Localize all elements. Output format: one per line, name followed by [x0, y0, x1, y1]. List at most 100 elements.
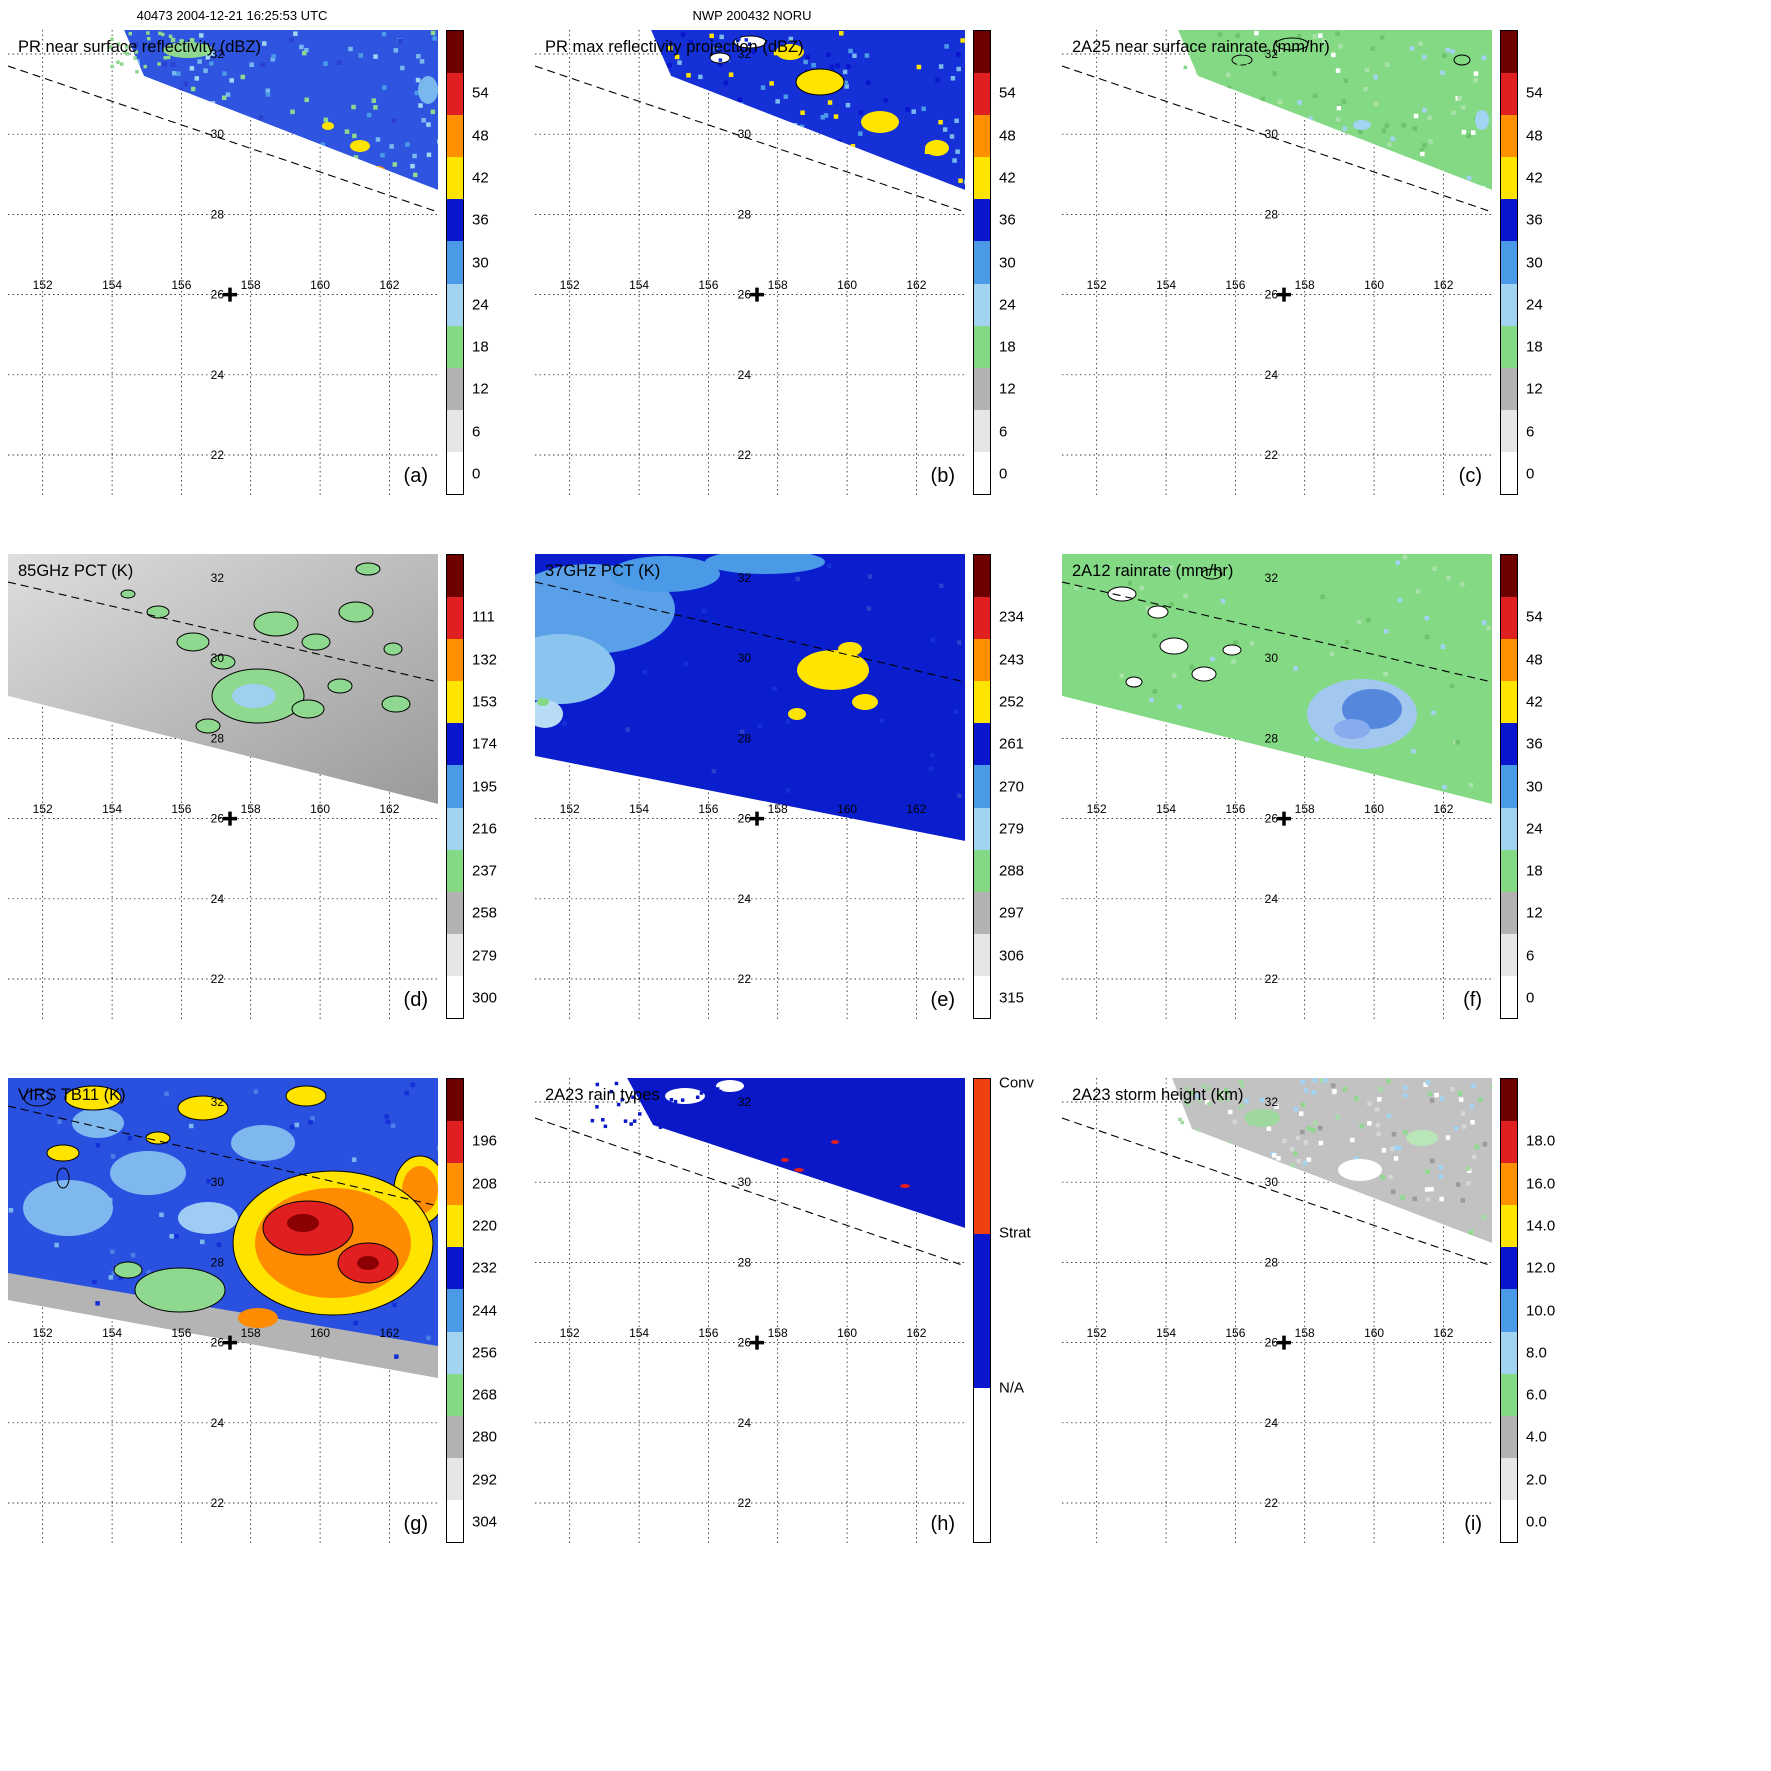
- colorbar-segment: [447, 283, 463, 326]
- scattered-pixels: [590, 1081, 745, 1129]
- panel-title: 2A12 rainrate (mm/hr): [1072, 562, 1233, 580]
- panel-letter: (c): [1459, 465, 1482, 487]
- colorbar-segment: [1501, 1247, 1517, 1290]
- lat-tick-label: 28: [738, 207, 752, 221]
- colorbar-segment: [1501, 1163, 1517, 1206]
- colorbar-tick-label: 288: [999, 862, 1025, 880]
- panel-letter: (g): [404, 1513, 428, 1535]
- colorbar-tick-label: 30: [999, 254, 1016, 271]
- colorbar-tick-label: 232: [472, 1259, 498, 1277]
- colorbar-tick-label: 8.0: [1526, 1344, 1547, 1362]
- lon-tick-label: 158: [768, 1326, 788, 1340]
- storm-center-marker: [1277, 287, 1291, 302]
- data-swath: [651, 30, 965, 190]
- lat-tick-label: 26: [738, 288, 752, 302]
- lat-tick-label: 26: [211, 812, 225, 826]
- scattered-pixels: [1178, 1079, 1252, 1126]
- colorbar-segment: [974, 891, 990, 934]
- colorbar-segment: [974, 157, 990, 200]
- colorbar-tick-label: 4.0: [1526, 1428, 1547, 1446]
- colorbar-tick-label: 6: [1526, 947, 1535, 965]
- colorbar: 54 48 42 36 30 24 18 12 6 0: [973, 30, 1061, 495]
- lon-tick-label: 162: [1433, 278, 1453, 292]
- lon-tick-label: 162: [1433, 802, 1453, 816]
- colorbar: 54 48 42 36 30 24 18 12 6 0: [1500, 30, 1588, 495]
- colorbar-tick-label: 268: [472, 1386, 498, 1404]
- colorbar-tick-label: 30: [1526, 778, 1543, 795]
- colorbar-segment: [974, 115, 990, 158]
- colorbar-tick-label: 24: [1526, 296, 1543, 314]
- colorbar: 234 243 252 261 270 279 288 297 306 315: [973, 554, 1061, 1019]
- colorbar-tick-label: 270: [999, 778, 1025, 795]
- panel-title: 37GHz PCT (K): [545, 562, 660, 580]
- lon-tick-label: 154: [629, 278, 649, 292]
- colorbar-tick-label: 261: [999, 735, 1025, 753]
- colorbar-tick-label: 196: [472, 1132, 498, 1150]
- lon-tick-label: 152: [33, 1326, 53, 1340]
- panel-title: 85GHz PCT (K): [18, 562, 133, 580]
- colorbar-segment: [447, 891, 463, 934]
- colorbar-segment: [1501, 765, 1517, 808]
- panel-a: 152 154 156 158 160 162 32 30 28 26 24 22 PR near su…: [8, 30, 535, 557]
- colorbar-segment: [1501, 409, 1517, 452]
- lat-tick-label: 24: [738, 892, 752, 906]
- lon-tick-label: 152: [560, 278, 580, 292]
- colorbar-tick-label: 16.0: [1526, 1175, 1556, 1193]
- lat-tick-label: 24: [1265, 892, 1279, 906]
- colorbar-segment: [1501, 115, 1517, 158]
- lat-tick-label: 28: [211, 1255, 225, 1269]
- colorbar-tick-label: 42: [472, 169, 489, 187]
- map-plot: 152 154 156 158 160 162 32 30 28 26 24 22 2A25 near …: [1062, 30, 1492, 495]
- colorbar-tick-label: 36: [1526, 211, 1543, 229]
- lon-tick-label: 154: [102, 802, 122, 816]
- panel-h: 152 154 156 158 160 162 32 30 28 26 24 22 2A23 rain …: [535, 1074, 1062, 1605]
- lon-tick-label: 158: [768, 802, 788, 816]
- colorbar-tick-label: 208: [472, 1175, 498, 1193]
- lon-tick-label: 162: [1433, 1326, 1453, 1340]
- colorbar-tick-label: 258: [472, 904, 498, 922]
- colorbar-tick-label: 0.0: [1526, 1513, 1547, 1531]
- colorbar-segment: [974, 199, 990, 242]
- colorbar-segment: [1501, 199, 1517, 242]
- colorbar-tick-label: 18: [472, 338, 489, 356]
- panel-title: 2A23 rain types: [545, 1086, 660, 1104]
- lon-tick-label: 160: [837, 802, 857, 816]
- lon-tick-label: 156: [1225, 802, 1245, 816]
- colorbar: 111 132 153 174 195 216 237 258 279 300: [446, 554, 534, 1019]
- colorbar-tick-label: 42: [1526, 693, 1543, 711]
- lon-tick-label: 158: [1295, 278, 1315, 292]
- lon-tick-label: 158: [768, 278, 788, 292]
- lon-tick-label: 156: [1225, 278, 1245, 292]
- colorbar-segment: [974, 73, 990, 116]
- data-swath: [8, 1078, 438, 1378]
- lat-tick-label: 28: [738, 1255, 752, 1269]
- colorbar-tick-label: 48: [999, 127, 1016, 145]
- lat-tick-label: 32: [1265, 47, 1279, 61]
- colorbar-segment: [447, 241, 463, 284]
- swath-edge-line: [535, 581, 965, 683]
- lat-tick-label: 26: [211, 288, 225, 302]
- map-plot: 152 154 156 158 160 162 32 30 28 26 24 22 VIRS TB11 …: [8, 1078, 438, 1543]
- lat-tick-label: 26: [211, 1336, 225, 1350]
- panel-letter: (h): [931, 1513, 955, 1535]
- panel-title: VIRS TB11 (K): [18, 1086, 126, 1104]
- colorbar-segment: [1501, 933, 1517, 976]
- lon-tick-label: 152: [1087, 802, 1107, 816]
- colorbar-tick-label: 18: [1526, 338, 1543, 356]
- lon-tick-label: 160: [1364, 1326, 1384, 1340]
- colorbar-bar: [446, 554, 464, 1019]
- lon-tick-label: 154: [1156, 802, 1176, 816]
- lon-tick-label: 154: [1156, 278, 1176, 292]
- colorbar: 18.0 16.0 14.0 12.0 10.0 8.0 6.0 4.0 2.0 0.0: [1500, 1078, 1588, 1543]
- tick-labels: 152 154 156 158 160 162 32 30 28 26 24 22: [33, 571, 400, 986]
- lon-tick-label: 152: [560, 802, 580, 816]
- colorbar-tick-label: 280: [472, 1428, 498, 1446]
- colorbar-tick-label: 0: [999, 465, 1008, 483]
- colorbar-tick-label: 0: [1526, 465, 1535, 483]
- tick-labels: 152 154 156 158 160 162 32 30 28 26 24 22: [560, 571, 927, 986]
- swath-edge-line: [1062, 581, 1492, 683]
- lon-tick-label: 160: [837, 1326, 857, 1340]
- lat-tick-label: 30: [1265, 127, 1279, 141]
- lon-tick-label: 152: [33, 278, 53, 292]
